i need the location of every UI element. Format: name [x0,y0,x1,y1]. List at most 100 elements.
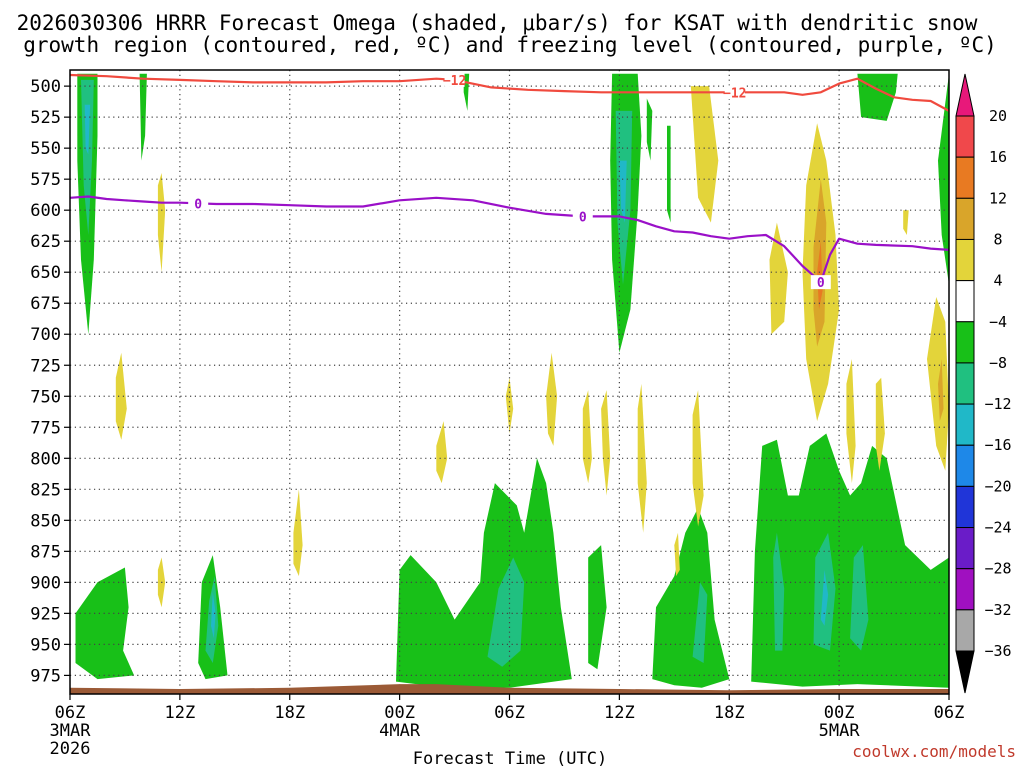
freezing-level-contour-label-2: 0 [817,276,825,291]
x-tick-label-0: 06Z [55,703,86,723]
omega-region-descent-30 [436,421,448,484]
colorbar-label-11: −28 [984,560,1011,578]
y-axis: 500 525 550 575 600 625 650 675 700 725 750 775 800 8… [30,77,70,686]
dgz-contour-label-bg-0 [444,72,465,87]
y-tick-label-825: 825 [30,480,61,500]
colorbar: 20 16 12 8 4 −4 −8 −12 −16 −20 −24 −28 −32 −36 [955,73,1012,694]
omega-region-ascent-13 [619,160,627,223]
omega-region-ascent-25 [938,73,949,285]
omega-region-ascent-3 [139,73,147,161]
y-tick-label-500: 500 [30,77,61,97]
omega-region-descent-39 [769,222,788,335]
y-tick-label-675: 675 [30,294,61,314]
colorbar-bin-3 [955,238,975,282]
omega-region-ascent-4 [75,567,135,680]
y-tick-label-750: 750 [30,387,61,407]
freezing-level-contour-label-bg-2 [810,275,831,290]
omega-region-ascent-8 [396,458,572,688]
x-axis-label: Forecast Time (UTC) [413,749,607,768]
omega-region-ascent-7 [211,592,216,639]
y-tick-label-550: 550 [30,139,61,159]
omega-region-ascent-14 [646,98,653,161]
colorbar-bin-12 [955,609,975,652]
colorbar-bin-10 [955,527,975,570]
colorbar-label-9: −20 [984,477,1011,495]
colorbar-bin-8 [955,444,975,487]
colorbar-bin-11 [955,568,975,611]
colorbar-label-1: 16 [989,148,1007,166]
y-tick-label-725: 725 [30,356,61,376]
colorbar-bin-5 [955,321,975,364]
x-tick-date-18: 4MAR [379,721,421,741]
y-tick-label-700: 700 [30,325,61,345]
freezing-level-contour-label-0: 0 [194,197,202,212]
colorbar-bin-9 [955,485,975,529]
colorbar-label-3: 8 [993,230,1002,248]
omega-region-ascent-19 [751,433,949,688]
freezing-level-contour-label-bg-0 [188,196,209,211]
colorbar-label-10: −24 [984,519,1011,537]
omega-region-ascent-23 [820,569,829,626]
omega-region-descent-29 [293,489,303,577]
omega-region-descent-34 [601,390,611,496]
x-tick-label-48: 06Z [934,703,965,723]
dgz-contour [70,73,949,112]
colorbar-label-8: −16 [984,436,1011,454]
colorbar-bin-1 [955,156,975,199]
omega-region-ascent-18 [692,582,708,663]
colorbar-label-12: −32 [984,601,1011,619]
colorbar-label-4: 4 [993,272,1002,290]
omega-region-descent-45 [903,210,909,235]
y-tick-label-650: 650 [30,263,61,283]
colorbar-label-6: −8 [989,354,1007,372]
y-tick-label-775: 775 [30,418,61,438]
chart-title-line1: 2026030306 HRRR Forecast Omega (shaded, … [17,11,978,35]
colorbar-bin-6 [955,362,975,405]
colorbar-bin-0 [955,115,975,158]
x-tick-label-36: 18Z [714,703,745,723]
omega-region-ascent-24 [857,73,898,121]
omega-region-descent-33 [582,390,592,484]
omega-region-descent-32 [546,352,558,446]
colorbar-label-2: 12 [989,189,1007,207]
omega-region-descent-44 [875,377,885,471]
freezing-level-contour-label-bg-1 [572,209,593,224]
chart-title-line2: growth region (contoured, red, ºC) and f… [23,33,997,57]
omega-region-descent-26 [157,173,166,273]
x-tick-label-30: 12Z [604,703,635,723]
omega-region-ascent-1 [81,79,94,236]
x-tick-label-12: 18Z [274,703,305,723]
y-tick-label-950: 950 [30,635,61,655]
y-tick-label-975: 975 [30,666,61,686]
colorbar-bin-4 [955,280,975,323]
omega-region-descent-37 [692,390,704,527]
y-tick-label-800: 800 [30,449,61,469]
x-tick-label-42: 00Z [824,703,855,723]
freezing-level-contour-label-1: 0 [579,210,587,225]
y-tick-label-900: 900 [30,573,61,593]
x-tick-date-0: 3MAR [50,721,92,741]
y-tick-label-850: 850 [30,511,61,531]
terrain-band [70,684,949,694]
x-tick-date-42: 5MAR [819,721,861,741]
x-tick-label-6: 12Z [165,703,196,723]
x-tick-label-18: 00Z [384,703,415,723]
omega-region-ascent-22 [850,545,869,651]
colorbar-label-13: −36 [984,642,1011,660]
omega-region-descent-47 [938,359,944,422]
y-tick-label-600: 600 [30,201,61,221]
x-tick-label-24: 06Z [494,703,525,723]
omega-region-descent-46 [927,297,949,471]
omega-region-ascent-9 [487,557,525,667]
omega-region-ascent-20 [773,532,785,651]
plot-inner: −12 −12 0 0 0 [70,70,949,694]
credit-text: coolwx.com/models [852,742,1016,761]
colorbar-bin-7 [955,403,975,446]
dgz-contour-label-0: −12 [443,74,466,89]
colorbar-bin-2 [955,197,975,240]
dgz-contour-label-1: −12 [723,86,746,101]
colorbar-label-5: −4 [989,313,1007,331]
omega-region-ascent-17 [652,507,730,688]
omega-region-ascent-16 [588,545,607,670]
